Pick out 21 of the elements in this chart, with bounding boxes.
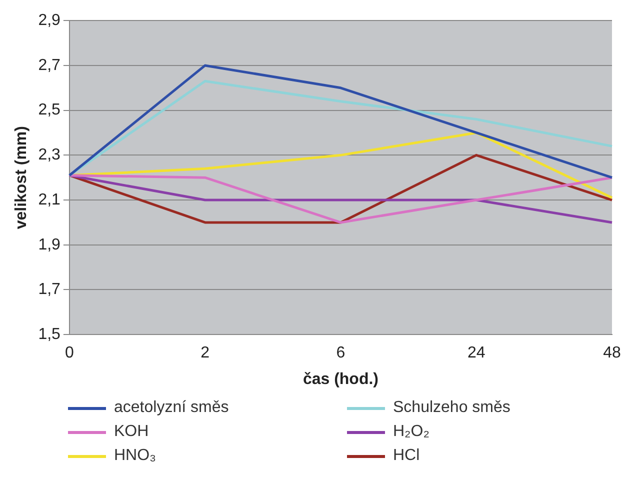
x-tick-label: 6 — [336, 344, 346, 362]
y-tick-label: 2,7 — [38, 56, 61, 74]
y-tick-label: 2,9 — [38, 12, 61, 30]
x-tick-label: 24 — [467, 344, 486, 362]
legend-label: KOH — [114, 423, 149, 441]
legend-label: H₂O₂ — [393, 423, 430, 441]
x-tick-label: 0 — [64, 344, 74, 362]
y-tick-label: 1,5 — [38, 326, 61, 344]
y-tick-label: 1,9 — [38, 236, 61, 254]
x-axis-title: čas (hod.) — [302, 370, 378, 388]
y-axis-title: velikost (mm) — [13, 126, 30, 230]
y-tick-label: 2,3 — [38, 146, 61, 164]
legend-label: HNO₃ — [114, 447, 156, 465]
y-tick-label: 2,5 — [38, 102, 61, 119]
legend-label: acetolyzní směs — [114, 399, 229, 417]
y-tick-label: 1,7 — [38, 281, 61, 298]
x-tick-label: 2 — [200, 344, 210, 362]
legend-label: HCl — [393, 447, 420, 465]
y-tick-label: 2,1 — [38, 191, 61, 208]
x-tick-label: 48 — [603, 344, 621, 362]
legend-label: Schulzeho směs — [393, 399, 510, 417]
